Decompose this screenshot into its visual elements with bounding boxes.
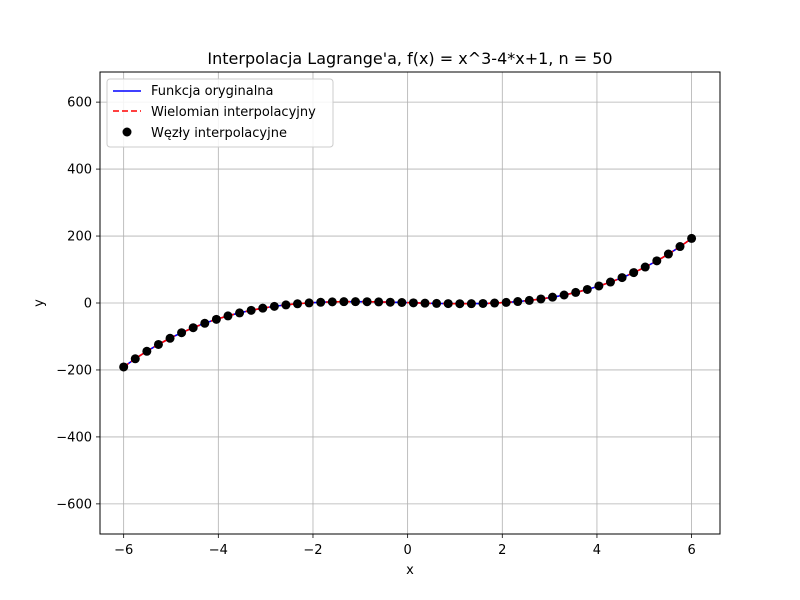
series-layer (119, 233, 697, 372)
interpolation-node (501, 297, 511, 307)
interpolation-node (142, 346, 152, 356)
x-tick-label: −6 (114, 543, 133, 558)
interpolation-node (385, 297, 395, 307)
interpolation-node (605, 277, 615, 287)
interpolation-node (211, 314, 221, 324)
interpolation-node (617, 273, 627, 283)
legend: Funkcja oryginalna Wielomian interpolacy… (106, 78, 334, 148)
interpolation-node (629, 268, 639, 278)
interpolation-node (177, 328, 187, 338)
interpolation-node (559, 290, 569, 300)
interpolation-node (524, 295, 534, 305)
legend-label-original: Funkcja oryginalna (151, 84, 274, 99)
x-tick-label: 4 (593, 543, 601, 558)
interpolation-node (235, 308, 245, 318)
interpolation-node (490, 298, 500, 308)
interpolation-node (119, 362, 129, 372)
interpolation-node (350, 297, 360, 307)
interpolation-node (663, 249, 673, 259)
interpolation-node (571, 287, 581, 297)
y-tick-label: −200 (56, 363, 92, 378)
interpolation-node (640, 262, 650, 272)
interpolation-node (652, 256, 662, 266)
y-tick-label: 600 (67, 96, 92, 111)
interpolation-node (153, 339, 163, 349)
ticks: −6 −4 −2 0 2 4 6 −600 −400 −200 0 200 400 600 (56, 96, 695, 558)
interpolation-node (362, 297, 372, 307)
interpolation-node (269, 301, 279, 311)
interpolation-node (316, 297, 326, 307)
interpolation-node (675, 242, 685, 252)
interpolation-node (443, 299, 453, 309)
interpolation-node (258, 303, 268, 313)
interpolation-node (246, 305, 256, 315)
x-axis-label: x (406, 563, 414, 578)
y-tick-label: 400 (67, 163, 92, 178)
interpolation-node (130, 354, 140, 364)
interpolation-node (466, 299, 476, 309)
interpolation-node (281, 300, 291, 310)
interpolation-node (513, 297, 523, 307)
interpolation-node (200, 318, 210, 328)
y-tick-label: 200 (67, 230, 92, 245)
interpolation-node (304, 298, 314, 308)
interpolation-node (374, 297, 384, 307)
interpolation-node (339, 297, 349, 307)
y-tick-label: −600 (56, 497, 92, 512)
x-tick-label: 0 (403, 543, 411, 558)
x-tick-label: 6 (687, 543, 695, 558)
interpolation-node (536, 294, 546, 304)
interpolation-node (478, 298, 488, 308)
interpolation-node (548, 292, 558, 302)
legend-label-nodes: Węzły interpolacyjne (151, 126, 287, 141)
interpolation-node (188, 323, 198, 333)
interpolation-node (408, 298, 418, 308)
x-tick-label: −4 (209, 543, 228, 558)
interpolation-node (432, 298, 442, 308)
interpolation-node (165, 333, 175, 343)
legend-label-interpolation: Wielomian interpolacyjny (151, 105, 316, 120)
interpolation-node (455, 299, 465, 309)
x-tick-label: 2 (498, 543, 506, 558)
interpolation-node (594, 281, 604, 291)
legend-box (106, 78, 334, 148)
interpolation-node (223, 311, 233, 321)
x-tick-label: −2 (303, 543, 322, 558)
interpolation-node (582, 284, 592, 294)
interpolation-node (327, 297, 337, 307)
legend-nodes-marker (122, 127, 132, 137)
y-axis-label: y (32, 299, 47, 307)
interpolation-node (397, 298, 407, 307)
interpolation-node (687, 233, 697, 243)
y-tick-label: 0 (84, 297, 92, 312)
interpolation-node (293, 299, 302, 309)
chart-title: Interpolacja Lagrange'a, f(x) = x^3-4*x+… (207, 49, 612, 68)
interpolation-node (420, 298, 430, 308)
y-tick-label: −400 (56, 430, 92, 445)
